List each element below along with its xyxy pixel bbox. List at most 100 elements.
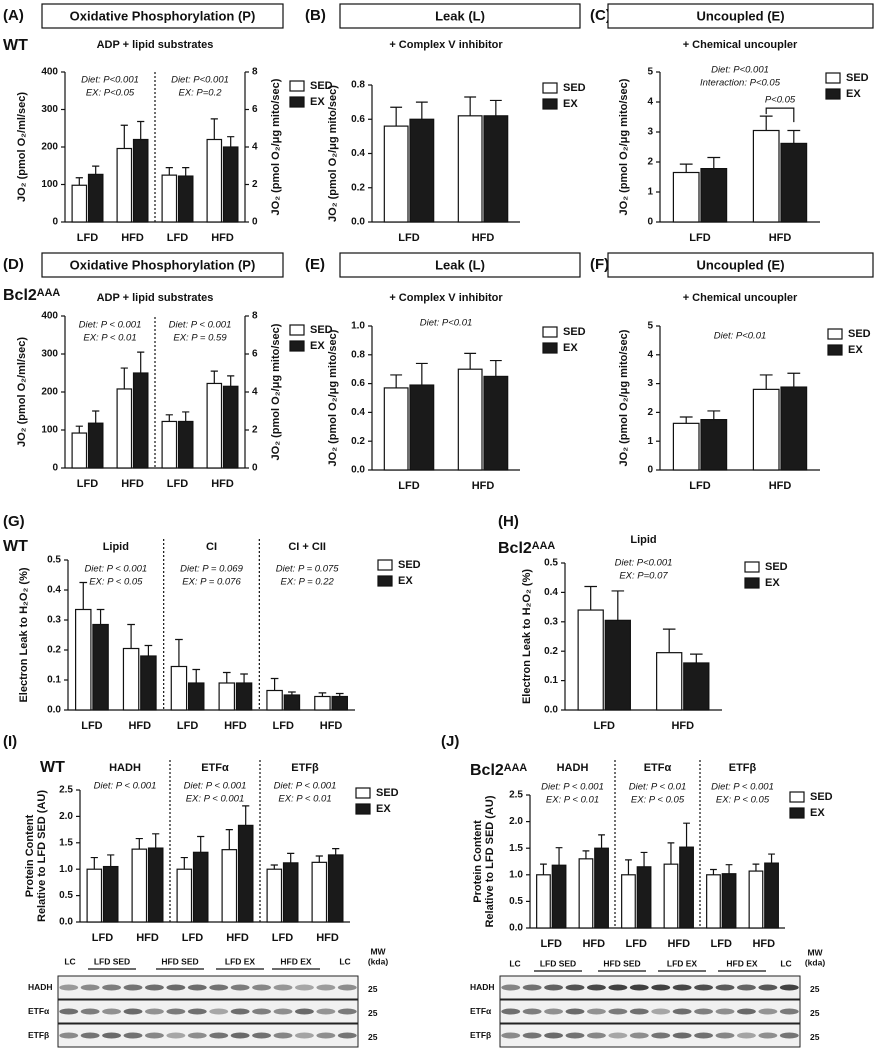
blot-band: [187, 1008, 207, 1015]
error-bar: [137, 120, 145, 140]
bar: [331, 695, 348, 711]
y-axis-label: JO₂ (pmol O₂/μg mito/sec): [618, 78, 630, 215]
error-bar: [182, 411, 190, 422]
blot-strip: [57, 999, 359, 1024]
lane-label: LC: [780, 958, 791, 968]
blot-band: [629, 984, 649, 991]
legend-label: SED: [848, 328, 871, 340]
legend-swatch: [542, 342, 558, 354]
bar: [147, 847, 164, 923]
x-tick-label: LFD: [398, 480, 419, 492]
x-tick-label: LFD: [167, 478, 188, 490]
x-tick-label: LFD: [92, 932, 113, 944]
bar: [92, 623, 109, 711]
bar: [577, 609, 604, 711]
bar: [483, 115, 509, 223]
y-tick-label: 0.0: [509, 923, 523, 934]
bar: [721, 873, 737, 929]
blot-row-label: ETFβ: [28, 1030, 49, 1040]
error-bar: [415, 101, 428, 120]
bar: [131, 848, 148, 923]
bar: [176, 868, 193, 923]
y2-tick-label: 4: [252, 142, 258, 153]
error-bar: [489, 99, 502, 116]
y-tick-label: 1.5: [509, 843, 523, 854]
bar: [222, 146, 239, 223]
blot-band: [715, 984, 735, 991]
panel-label: (H): [498, 513, 519, 530]
error-bar: [390, 106, 403, 127]
panel-label: (A): [3, 7, 24, 24]
y-tick-label: 1.0: [509, 869, 523, 880]
y-tick-label: 100: [41, 425, 58, 436]
panel-label: (G): [3, 513, 25, 530]
x-tick-label: LFD: [177, 720, 198, 732]
x-tick-label: LFD: [273, 720, 294, 732]
y-tick-label: 1: [647, 187, 653, 198]
blot-band: [337, 1008, 357, 1015]
y-tick-label: 1.0: [351, 321, 365, 332]
blot-band: [273, 1008, 293, 1015]
mw-label: MW: [807, 947, 823, 957]
error-bar: [107, 854, 115, 867]
error-bar: [152, 833, 160, 849]
bar: [161, 420, 178, 469]
x-tick-label: HFD: [121, 478, 144, 490]
blot-band: [715, 1008, 735, 1015]
error-bar: [332, 848, 340, 855]
x-tick-label: LFD: [182, 932, 203, 944]
blot-strip: [499, 999, 801, 1024]
bar: [700, 168, 728, 223]
error-bar: [540, 863, 547, 875]
blot-strip: [499, 1023, 801, 1048]
blot-row-label: HADH: [470, 982, 495, 992]
y-tick-label: 0.6: [351, 114, 365, 125]
blot-band: [651, 1008, 671, 1015]
legend-label: EX: [846, 88, 861, 100]
y-tick-label: 5: [647, 321, 653, 332]
lane-label: HFD EX: [280, 956, 312, 966]
blot-band: [587, 1008, 606, 1015]
blot-band: [59, 984, 79, 991]
legend-swatch: [744, 561, 760, 573]
blot-band: [230, 1032, 250, 1039]
bar: [409, 384, 435, 471]
header: Oxidative Phosphorylation (P): [70, 257, 256, 272]
blot-band: [694, 1008, 713, 1015]
annotation: EX: P < 0.01: [83, 333, 136, 344]
group-label: ETFα: [201, 762, 229, 774]
blot-band: [522, 1032, 542, 1039]
error-bar: [768, 853, 775, 864]
x-tick-label: HFD: [136, 932, 159, 944]
annotation: EX: P < 0.01: [546, 795, 599, 806]
y-tick-label: 1: [647, 436, 653, 447]
bar: [177, 420, 194, 469]
legend-label: SED: [563, 326, 586, 338]
bar: [192, 851, 209, 923]
y-tick-label: 1.0: [59, 864, 73, 875]
error-bar: [197, 835, 205, 853]
bracket-label: P<0.05: [765, 95, 796, 106]
x-tick-label: HFD: [752, 938, 775, 950]
header: Leak (L): [435, 257, 485, 272]
panel-label: (D): [3, 256, 24, 273]
legend-label: EX: [563, 98, 578, 110]
blot-band: [316, 1008, 336, 1015]
error-bar: [192, 668, 201, 683]
blot-band: [715, 1032, 735, 1039]
x-tick-label: LFD: [711, 938, 732, 950]
error-bar: [182, 167, 190, 177]
bar: [116, 388, 133, 469]
annotation: Diet: P < 0.001: [711, 782, 774, 793]
annotation: EX: P < 0.001: [186, 794, 245, 805]
annotation: Diet: P < 0.001: [84, 564, 147, 575]
blot-band: [501, 1008, 521, 1015]
group-label: ETFβ: [291, 762, 319, 774]
blot-band: [501, 984, 521, 991]
legend-label: SED: [310, 324, 333, 336]
annotation: EX: P < 0.05: [631, 795, 685, 806]
annotation: Diet: P<0.001: [171, 75, 229, 86]
lane-label: HFD EX: [726, 958, 758, 968]
y-tick-label: 200: [41, 142, 58, 153]
